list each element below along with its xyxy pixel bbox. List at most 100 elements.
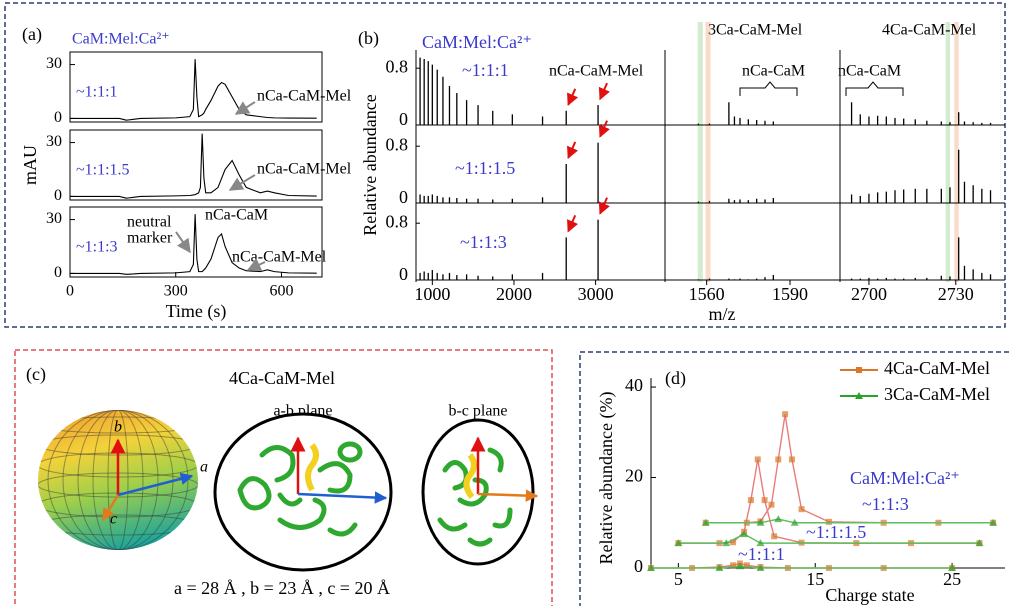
plot-frame [69, 129, 323, 201]
marker [856, 367, 862, 373]
marker [756, 518, 765, 526]
panel-label: (a) [22, 24, 42, 45]
panel-title: CaM:Mel:Ca²⁺ [850, 468, 960, 488]
y-axis-label: Relative abundance [360, 94, 380, 235]
brace [845, 81, 904, 96]
y-tick-label: 0 [399, 264, 408, 284]
x-tick-label: 25 [943, 569, 961, 589]
marker [674, 539, 683, 547]
x-tick-label: 3000 [578, 284, 614, 304]
panel-label: (d) [665, 368, 686, 389]
y-tick-label: 30 [46, 133, 62, 150]
panel-box [579, 351, 1010, 606]
axis-label: c [110, 511, 117, 528]
marker [774, 515, 783, 523]
panel-label: (b) [358, 28, 379, 49]
series-label: ~1:1:3 [76, 239, 118, 256]
trace [70, 214, 317, 275]
x-tick-label: 1000 [414, 284, 450, 304]
marker [730, 562, 737, 569]
annotation: nCa-CaM [838, 63, 901, 80]
panel-label: (c) [26, 364, 46, 385]
y-axis-label: Relative abundance (%) [596, 392, 617, 565]
group-label: ~1:1:1 [738, 544, 785, 564]
series-label: ~1:1:1 [462, 60, 509, 80]
protein [437, 447, 513, 547]
helix [305, 443, 319, 492]
plot-frame [69, 206, 323, 278]
panel-box [4, 2, 1006, 328]
annotation: marker [127, 230, 173, 247]
axis-label: a [200, 459, 208, 476]
annotation: nCa-CaM-Mel [232, 249, 327, 266]
marker [855, 392, 863, 399]
x-tick-label: 15 [806, 569, 824, 589]
annotation: neutral [127, 214, 172, 231]
curve [651, 565, 953, 569]
marker [740, 530, 749, 538]
group-label: ~1:1:3 [862, 494, 909, 514]
y-axis-label: mAU [20, 145, 40, 185]
y-tick-label: 20 [625, 466, 643, 486]
marker [782, 411, 789, 418]
legend-label: 4Ca-CaM-Mel [884, 358, 990, 378]
x-tick-label: 300 [164, 283, 188, 300]
series-label: ~1:1:1.5 [76, 162, 130, 179]
axis-arrow [117, 472, 194, 497]
y-tick-label: 0.8 [386, 211, 409, 231]
x-tick-label: 5 [674, 569, 683, 589]
x-tick-label: 2730 [938, 284, 974, 304]
marker [788, 456, 795, 463]
marker [754, 456, 761, 463]
marker [743, 562, 750, 569]
y-tick-label: 0 [634, 556, 643, 576]
pointer-arrow [598, 82, 610, 101]
x-tick-label: 0 [66, 283, 74, 300]
marker [989, 518, 998, 526]
x-tick-label: 2000 [496, 284, 532, 304]
pointer-arrow [598, 120, 610, 138]
annotation-arrow [246, 258, 266, 271]
pointer-arrow [567, 141, 579, 160]
marker [768, 501, 775, 508]
marker [775, 456, 782, 463]
band-label: 4Ca-CaM-Mel [882, 22, 977, 39]
marker [722, 539, 731, 547]
annotation: nCa-CaM [205, 207, 268, 224]
marker [701, 518, 710, 526]
x-tick-label: 1590 [772, 284, 808, 304]
marker [730, 539, 737, 546]
axis-arrow [477, 489, 539, 502]
annotation: nCa-CaM-Mel [257, 161, 352, 178]
x-tick-label: 600 [269, 283, 293, 300]
diagram-c: (c) 4Ca-CaM-Mel a b c a-b plane [26, 364, 539, 598]
pointer-arrow [598, 197, 610, 215]
annotation-arrow [228, 174, 256, 191]
marker [735, 562, 744, 570]
view-label: b-c plane [448, 403, 507, 420]
y-tick-label: 0 [54, 109, 62, 126]
pointer-arrow [567, 88, 579, 106]
protein [237, 441, 363, 537]
trace [70, 59, 317, 121]
marker [790, 518, 799, 526]
x-axis-label: Time (s) [166, 301, 227, 322]
axis-arrow [297, 491, 388, 504]
marker [756, 564, 765, 571]
y-tick-label: 30 [46, 210, 62, 227]
series-label: ~1:1:3 [460, 232, 507, 252]
marker [756, 539, 765, 547]
axis-arrow [101, 494, 120, 522]
marker [975, 539, 984, 547]
marker [771, 533, 778, 540]
y-tick-label: 0 [54, 187, 62, 204]
axis-label: b [114, 419, 122, 436]
y-tick-label: 30 [46, 55, 62, 72]
x-tick-label: 2700 [851, 284, 887, 304]
annotation: nCa-CaM-Mel [549, 63, 644, 80]
group-label: ~1:1:1.5 [806, 522, 866, 542]
series-label: ~1:1:1.5 [455, 158, 515, 178]
annotation: nCa-CaM-Mel [257, 88, 352, 105]
marker [825, 518, 832, 525]
y-tick-label: 0 [54, 264, 62, 281]
